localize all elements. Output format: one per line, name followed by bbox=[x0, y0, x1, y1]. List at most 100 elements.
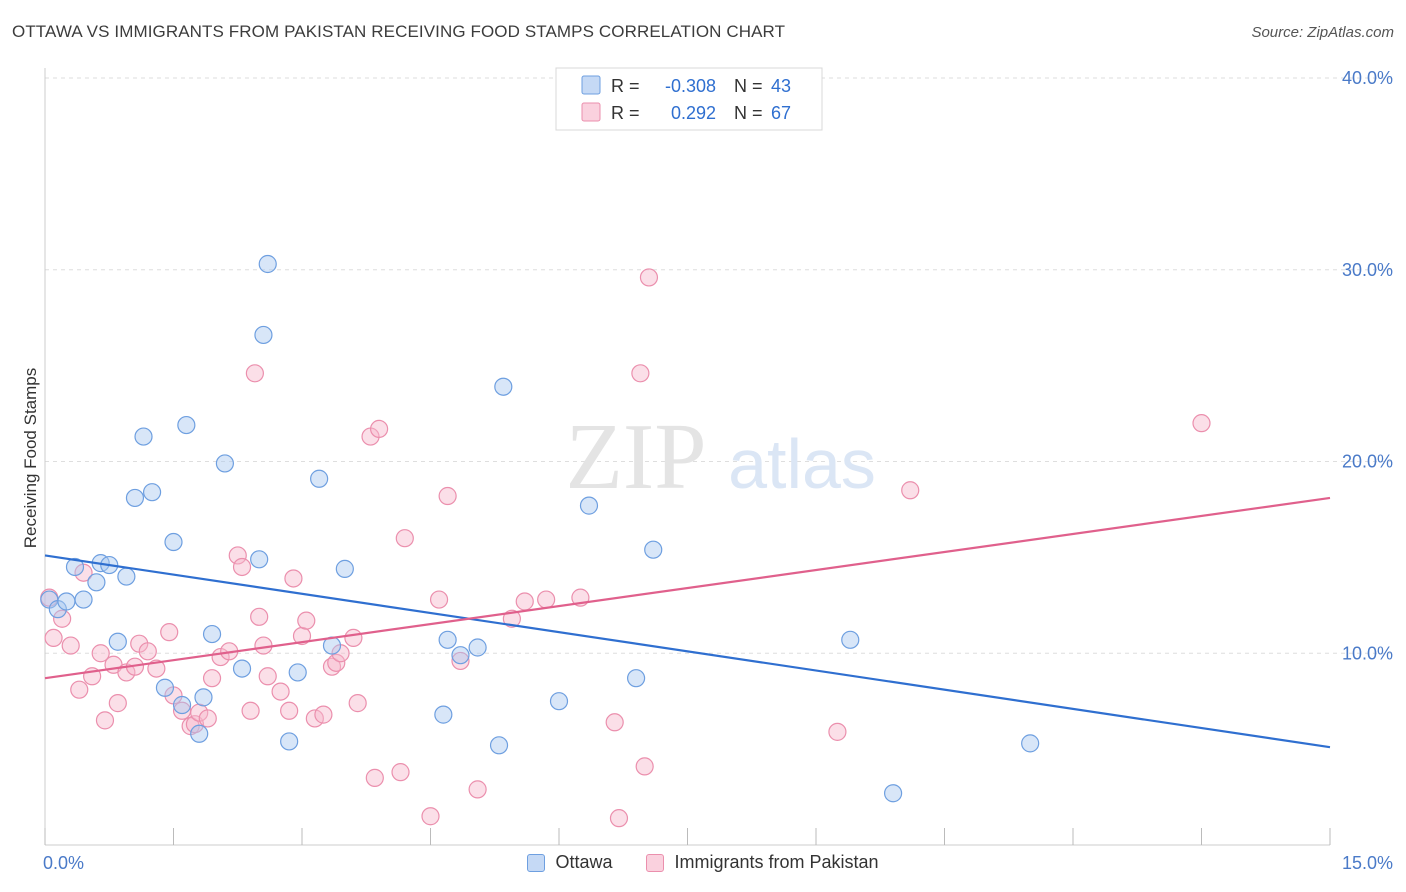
legend-swatch-pakistan-bottom bbox=[646, 853, 665, 872]
watermark: ZIP atlas bbox=[566, 405, 876, 509]
pakistan-point-47 bbox=[370, 419, 389, 439]
ottawa-point-19 bbox=[202, 624, 222, 644]
pakistan-point-32 bbox=[258, 667, 277, 686]
ottawa-point-11 bbox=[134, 427, 153, 446]
pakistan-point-35 bbox=[284, 569, 303, 588]
pakistan-point-61 bbox=[631, 364, 650, 383]
pakistan-point-10 bbox=[108, 694, 127, 713]
pakistan-point-66 bbox=[1192, 414, 1211, 433]
pakistan-point-48 bbox=[391, 763, 410, 782]
legend-r-label-ottawa: R = bbox=[611, 76, 640, 96]
pakistan-point-49 bbox=[395, 529, 414, 548]
ottawa-point-27 bbox=[310, 469, 329, 488]
y-tick-label-2: 30.0% bbox=[1342, 260, 1393, 280]
ottawa-point-3 bbox=[65, 557, 85, 577]
axes bbox=[44, 68, 1331, 846]
pakistan-point-59 bbox=[605, 713, 624, 732]
ottawa-point-41 bbox=[883, 784, 903, 803]
pakistan-point-39 bbox=[314, 705, 333, 724]
tick-labels: 10.0% 20.0% 30.0% 40.0% 0.0% 15.0% bbox=[43, 68, 1393, 873]
legend-n-value-ottawa: 43 bbox=[771, 76, 791, 96]
ottawa-point-21 bbox=[232, 659, 252, 678]
x-tick-label-end: 15.0% bbox=[1342, 853, 1393, 873]
ottawa-point-10 bbox=[125, 488, 145, 508]
ottawa-point-13 bbox=[155, 678, 175, 697]
ottawa-point-33 bbox=[468, 638, 487, 657]
ottawa-point-36 bbox=[549, 692, 569, 711]
ottawa-point-23 bbox=[254, 325, 273, 345]
pakistan-point-44 bbox=[348, 694, 367, 713]
pakistan-point-31 bbox=[254, 636, 273, 655]
ottawa-point-40 bbox=[841, 630, 860, 649]
watermark-atlas: atlas bbox=[728, 425, 876, 503]
pakistan-point-7 bbox=[91, 644, 110, 663]
legend-n-value-pakistan: 67 bbox=[771, 103, 791, 123]
pakistan-point-16 bbox=[160, 623, 179, 642]
ottawa-point-31 bbox=[438, 630, 457, 649]
y-tick-label-1: 20.0% bbox=[1342, 452, 1393, 472]
ottawa-point-42 bbox=[1021, 734, 1040, 753]
legend-label-pakistan: Immigrants from Pakistan bbox=[674, 852, 879, 872]
legend-r-value-ottawa: -0.308 bbox=[665, 76, 716, 96]
pakistan-point-52 bbox=[438, 486, 457, 506]
pakistan-point-2 bbox=[53, 609, 72, 628]
pakistan-point-34 bbox=[280, 701, 299, 720]
legend-item-pakistan: Immigrants from Pakistan bbox=[646, 852, 879, 873]
legend-swatch-pakistan bbox=[581, 102, 601, 122]
ottawa-point-34 bbox=[489, 736, 509, 755]
watermark-zip: ZIP bbox=[566, 405, 707, 509]
pakistan-point-60 bbox=[609, 809, 629, 828]
ottawa-point-9 bbox=[117, 567, 136, 586]
pakistan-point-4 bbox=[70, 680, 89, 699]
series-legend: Ottawa Immigrants from Pakistan bbox=[0, 852, 1406, 873]
pakistan-point-30 bbox=[250, 607, 269, 626]
pakistan-point-50 bbox=[421, 807, 440, 826]
ottawa-point-15 bbox=[172, 695, 192, 715]
ottawa-point-32 bbox=[451, 646, 470, 665]
legend-swatch-ottawa-bottom bbox=[527, 853, 546, 872]
y-axis-label: Receiving Food Stamps bbox=[21, 368, 40, 548]
pakistan-point-62 bbox=[635, 757, 654, 776]
ottawa-point-39 bbox=[644, 540, 663, 559]
pakistan-point-8 bbox=[95, 711, 115, 730]
ottawa-point-22 bbox=[250, 550, 269, 569]
pakistan-point-63 bbox=[639, 268, 659, 287]
ottawa-point-4 bbox=[74, 590, 93, 609]
pakistan-point-64 bbox=[828, 722, 847, 741]
y-tick-label-3: 40.0% bbox=[1342, 68, 1393, 88]
ottawa-point-17 bbox=[190, 724, 209, 743]
ottawa-trend-line bbox=[44, 554, 1331, 749]
pakistan-point-26 bbox=[228, 546, 247, 565]
ottawa-point-26 bbox=[288, 663, 307, 682]
pakistan-point-33 bbox=[271, 682, 290, 701]
pakistan-point-53 bbox=[451, 651, 470, 671]
ottawa-point-16 bbox=[177, 415, 196, 435]
pakistan-point-51 bbox=[429, 590, 449, 609]
pakistan-point-23 bbox=[202, 669, 222, 688]
ottawa-point-18 bbox=[194, 688, 213, 707]
pakistan-point-1 bbox=[44, 628, 63, 648]
pakistan-point-57 bbox=[537, 590, 556, 609]
pakistan-point-15 bbox=[147, 659, 166, 678]
x-tick-label-start: 0.0% bbox=[43, 853, 84, 873]
chart-title: OTTAWA VS IMMIGRANTS FROM PAKISTAN RECEI… bbox=[12, 22, 786, 41]
pakistan-point-22 bbox=[198, 709, 217, 728]
pakistan-point-3 bbox=[61, 636, 80, 655]
legend-n-label-pakistan: N = bbox=[734, 103, 763, 123]
ottawa-point-25 bbox=[280, 732, 299, 751]
pakistan-point-41 bbox=[327, 653, 346, 672]
pakistan-point-65 bbox=[901, 481, 920, 500]
pakistan-point-29 bbox=[245, 364, 264, 383]
ottawa-point-12 bbox=[142, 483, 162, 502]
pakistan-point-54 bbox=[468, 780, 487, 799]
pakistan-point-27 bbox=[232, 557, 252, 577]
pakistan-point-14 bbox=[138, 642, 157, 661]
ottawa-point-35 bbox=[494, 377, 513, 396]
legend-r-label-pakistan: R = bbox=[611, 103, 640, 123]
legend-n-label-ottawa: N = bbox=[734, 76, 763, 96]
pakistan-point-28 bbox=[241, 701, 260, 720]
y-tick-label-0: 10.0% bbox=[1342, 643, 1393, 663]
legend-swatch-ottawa bbox=[581, 75, 601, 95]
legend-r-value-pakistan: 0.292 bbox=[671, 103, 716, 123]
trend-lines bbox=[44, 496, 1331, 749]
